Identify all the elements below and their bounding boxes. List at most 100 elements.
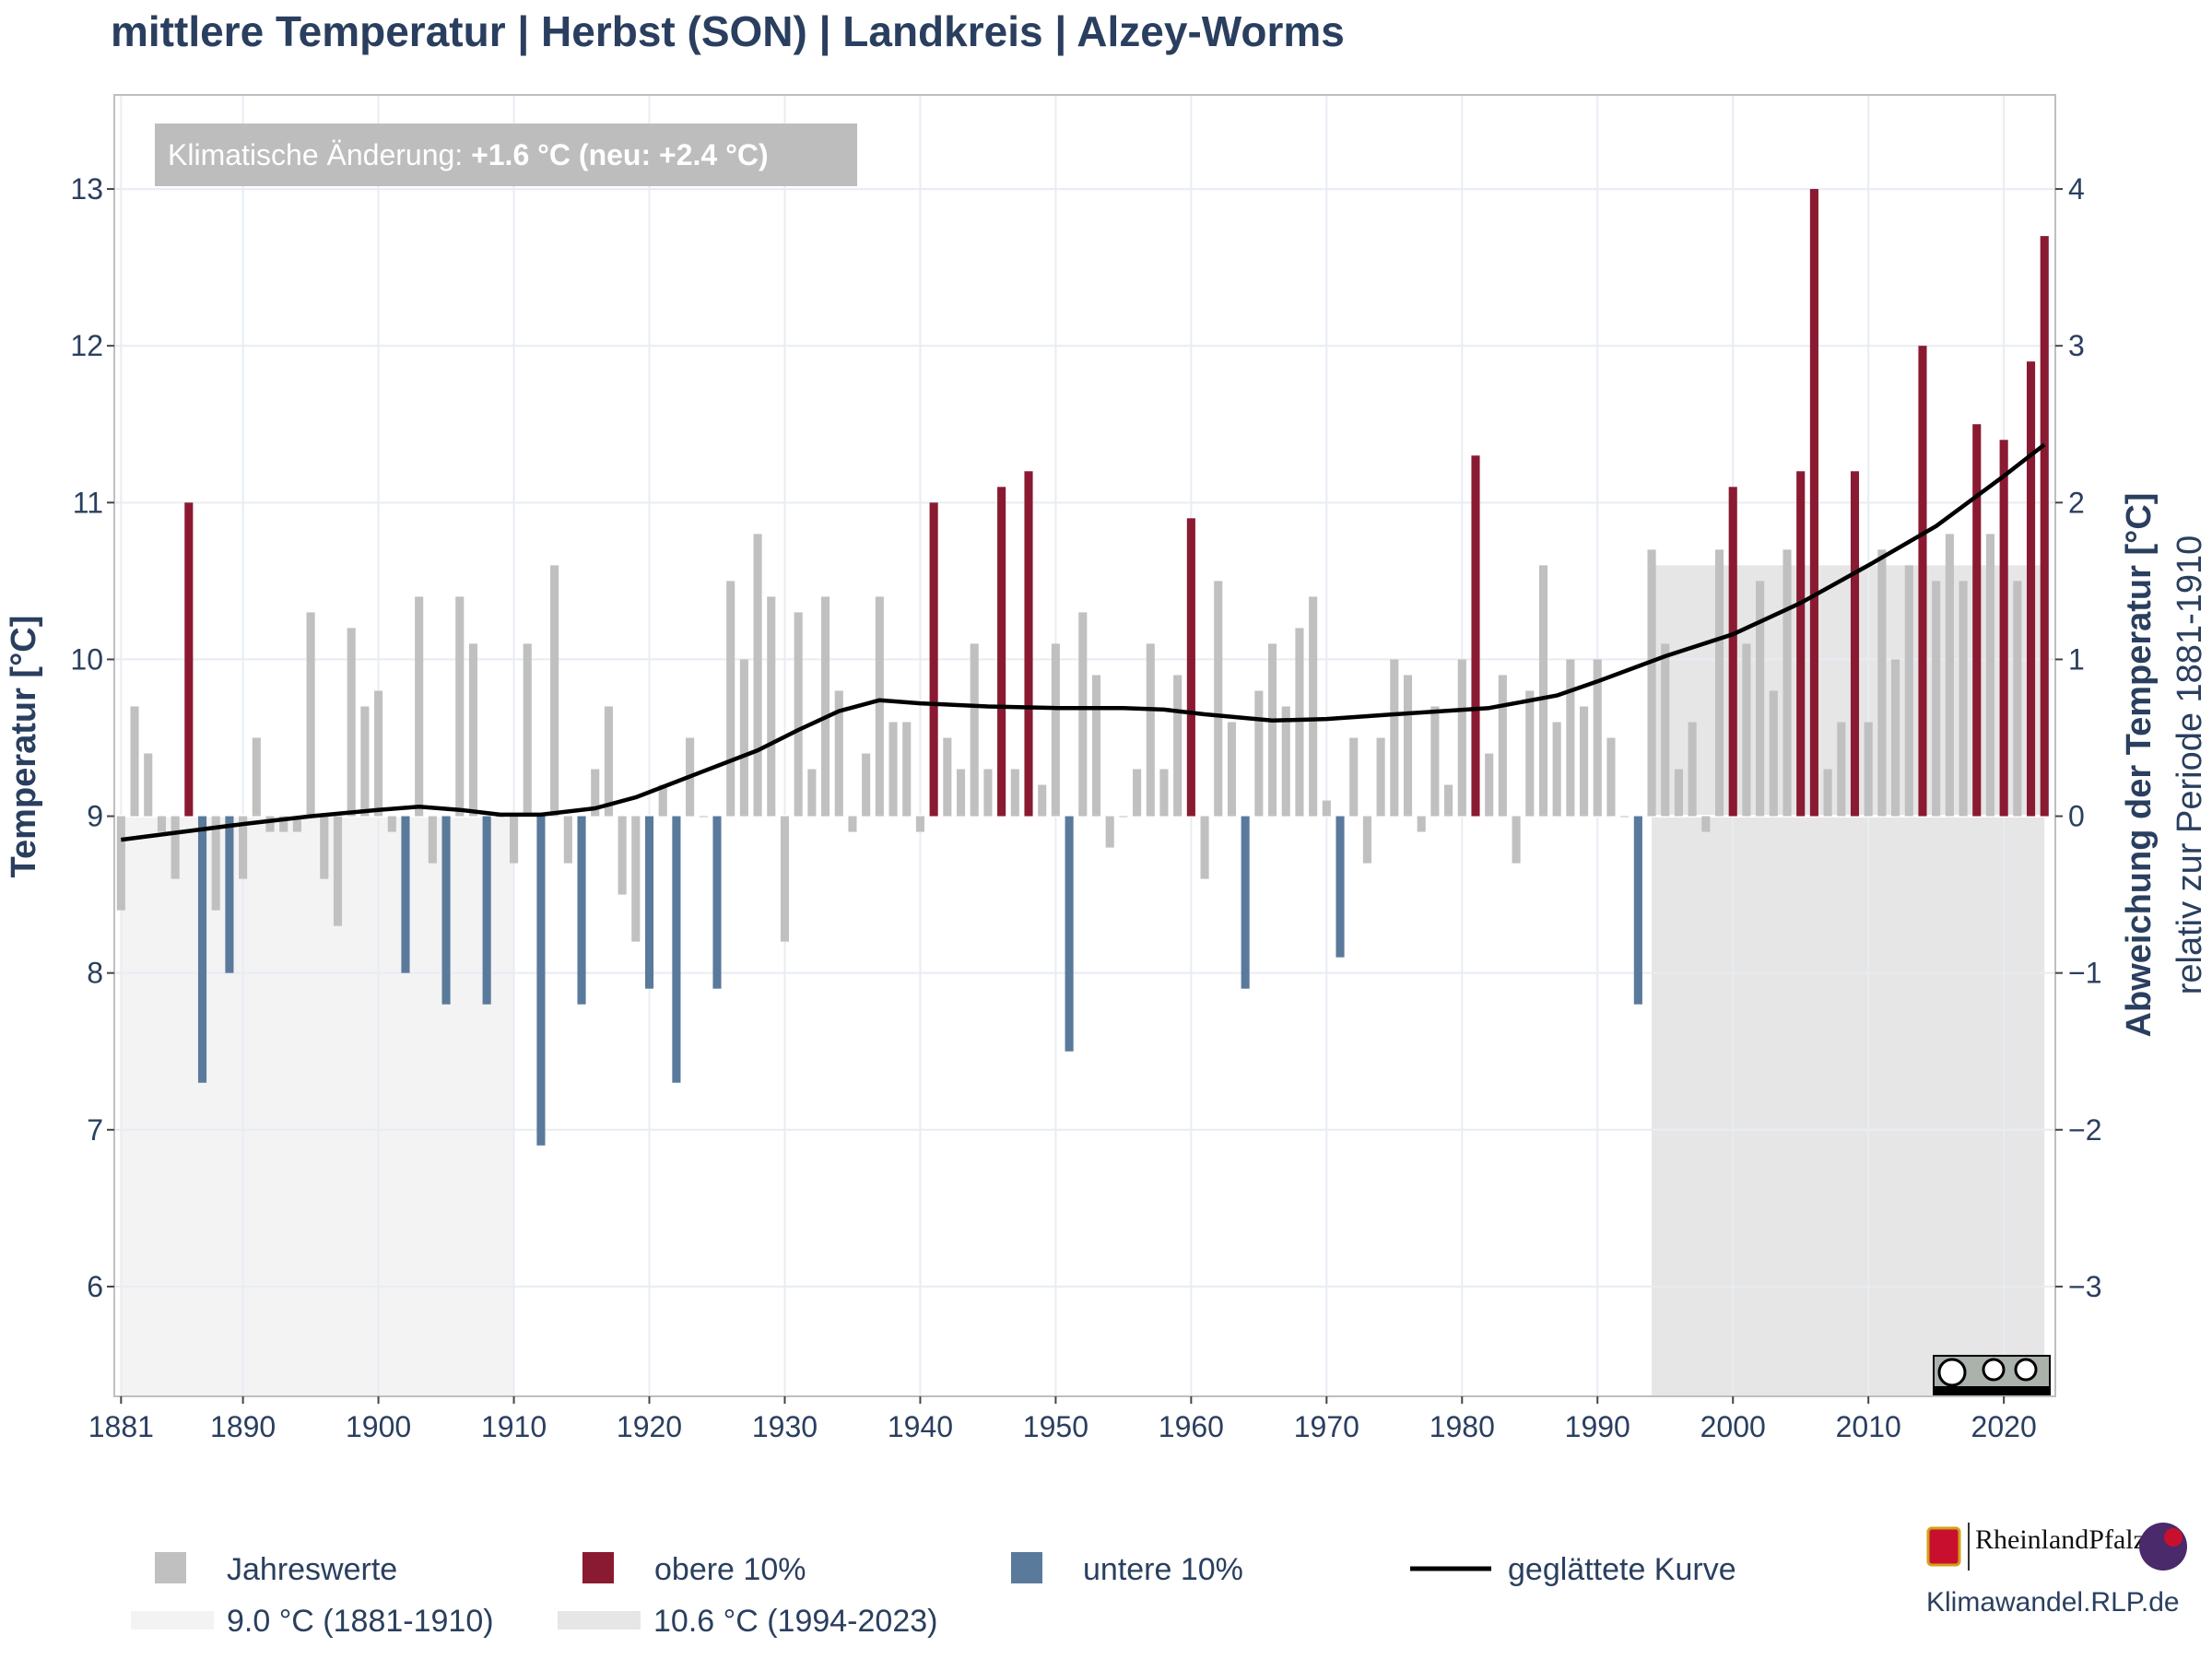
- y2-axis-ticks: −3 −2 −1 0 1 2 3 4: [2055, 172, 2101, 1303]
- bar-1961: [1200, 816, 1209, 879]
- bar-1985: [1525, 690, 1535, 817]
- bar-2013: [1904, 565, 1913, 817]
- bar-1914: [563, 816, 572, 864]
- bar-1960: [1186, 518, 1195, 817]
- bar-1990: [1593, 659, 1602, 817]
- bar-1976: [1403, 675, 1413, 817]
- y-axis-title: Temperatur [°C]: [5, 616, 43, 878]
- bar-1926: [726, 581, 735, 817]
- bar-1918: [618, 816, 627, 895]
- bar-1924: [699, 816, 708, 818]
- y-tick-label: 10: [70, 642, 103, 676]
- coat-of-arms-icon: [1926, 1526, 1961, 1567]
- bar-1896: [320, 816, 329, 879]
- bar-1957: [1146, 643, 1155, 817]
- bar-1921: [658, 784, 667, 817]
- bar-2014: [1918, 346, 1927, 817]
- cc-license-icon: [1933, 1355, 2051, 1395]
- bar-1893: [279, 816, 288, 832]
- bar-1986: [1538, 565, 1548, 817]
- bar-1922: [672, 816, 681, 1083]
- y2-tick-label: 2: [2068, 486, 2085, 519]
- bar-1947: [1010, 769, 1019, 817]
- x-tick-label: 1930: [752, 1410, 818, 1443]
- bar-1955: [1119, 816, 1128, 818]
- legend-label: untere 10%: [1083, 1552, 1243, 1587]
- bar-1892: [265, 816, 275, 832]
- bar-1949: [1038, 784, 1047, 817]
- bar-1953: [1091, 675, 1101, 817]
- legend-swatch-normal: [155, 1552, 186, 1583]
- legend-label: geglättete Kurve: [1508, 1552, 1736, 1587]
- bar-1897: [333, 816, 343, 926]
- y-axis-ticks: 6 7 8 9 10 11 12 13: [70, 172, 114, 1303]
- bar-2001: [1742, 643, 1751, 817]
- bar-1885: [171, 816, 180, 879]
- reference-period-2: [1652, 565, 2045, 1396]
- bar-1963: [1227, 722, 1237, 817]
- bar-1928: [753, 534, 762, 817]
- bar-1908: [482, 816, 491, 1005]
- bar-1934: [834, 690, 843, 817]
- bar-2023: [2040, 236, 2049, 817]
- bar-1991: [1606, 737, 1616, 817]
- legend-swatch-lower: [1011, 1552, 1042, 1583]
- y-tick-label: 6: [87, 1270, 103, 1303]
- bar-1944: [970, 643, 979, 817]
- bar-1954: [1105, 816, 1114, 848]
- bar-2004: [1783, 549, 1792, 817]
- bar-1974: [1376, 737, 1385, 817]
- rlp-logo-text: RheinlandPfalz: [1975, 1524, 2146, 1555]
- bar-1980: [1457, 659, 1466, 817]
- bar-1883: [144, 753, 153, 817]
- y2-tick-label: 0: [2068, 800, 2085, 833]
- rlp-logo: RheinlandPfalz: [1926, 1523, 2187, 1571]
- bar-1888: [211, 816, 220, 911]
- bar-1927: [739, 659, 748, 817]
- y2-tick-label: 4: [2068, 172, 2085, 206]
- bar-1995: [1661, 643, 1670, 817]
- y2-tick-label: 3: [2068, 329, 2085, 362]
- bar-1915: [577, 816, 586, 1005]
- legend-period-swatch: [131, 1611, 214, 1630]
- bar-1910: [509, 816, 519, 864]
- svg-text:Klimatische Änderung: +1.6 °C: Klimatische Änderung: +1.6 °C (neu: +2.4…: [168, 138, 769, 171]
- bar-1939: [902, 722, 912, 817]
- bar-1987: [1552, 722, 1561, 817]
- bar-1904: [428, 816, 437, 864]
- bar-1884: [157, 816, 166, 832]
- x-tick-label: 1980: [1430, 1410, 1495, 1443]
- bar-1981: [1471, 455, 1480, 817]
- bar-1967: [1281, 706, 1290, 817]
- bar-2017: [1959, 581, 1968, 817]
- bar-2011: [1877, 549, 1887, 817]
- klimafolgen-logo-icon: [2139, 1523, 2187, 1571]
- y-tick-label: 11: [73, 486, 103, 519]
- bar-1894: [292, 816, 301, 832]
- legend: Jahreswerte obere 10% untere 10% geglättete…: [131, 1552, 1736, 1639]
- bar-1900: [374, 690, 383, 817]
- bar-1996: [1674, 769, 1683, 817]
- bar-2009: [1850, 471, 1860, 817]
- bar-2010: [1864, 722, 1873, 817]
- x-tick-label: 1990: [1565, 1410, 1630, 1443]
- y2-tick-label: −2: [2068, 1113, 2101, 1147]
- bar-1891: [252, 737, 261, 817]
- bar-1933: [821, 596, 830, 817]
- bar-1977: [1417, 816, 1426, 832]
- x-tick-label: 2010: [1836, 1410, 1901, 1443]
- bar-2002: [1756, 581, 1765, 817]
- bar-1975: [1390, 659, 1399, 817]
- bar-1984: [1512, 816, 1521, 864]
- bar-2008: [1837, 722, 1846, 817]
- bar-1971: [1335, 816, 1345, 958]
- bar-1999: [1714, 549, 1724, 817]
- chart-title: mittlere Temperatur | Herbst (SON) | Lan…: [111, 7, 1345, 55]
- bar-2015: [1932, 581, 1941, 817]
- footer-website: Klimawandel.RLP.de: [1926, 1587, 2180, 1618]
- bar-2018: [1972, 424, 1982, 817]
- bar-1992: [1620, 816, 1630, 818]
- bar-1912: [536, 816, 546, 1146]
- x-tick-label: 1890: [210, 1410, 276, 1443]
